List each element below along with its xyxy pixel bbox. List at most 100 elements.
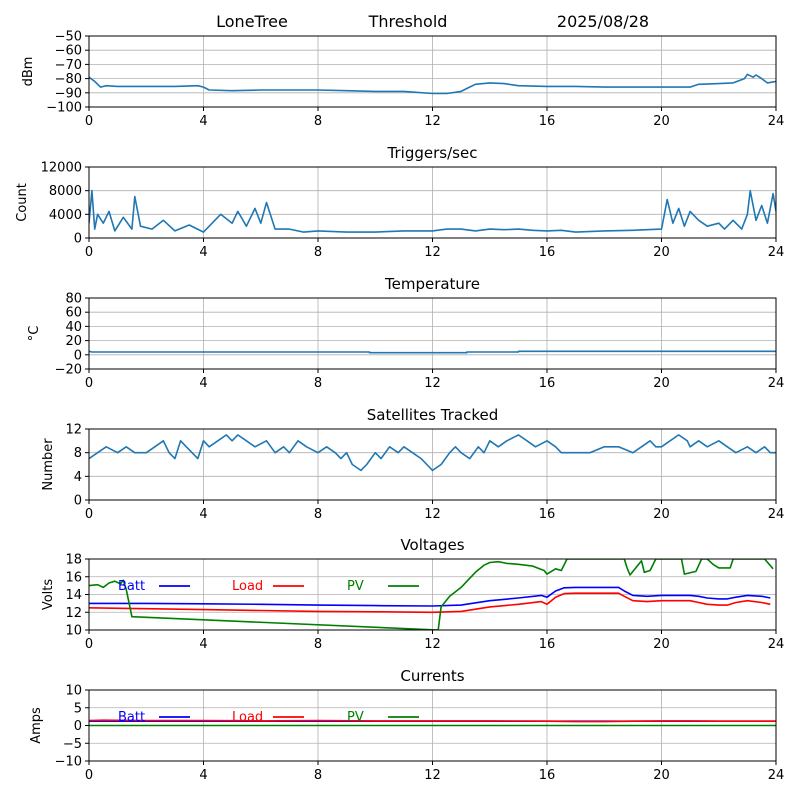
x-tick-label: 0 <box>85 768 93 783</box>
x-tick-label: 20 <box>653 637 670 652</box>
y-axis-label: Amps <box>29 707 44 744</box>
series-group <box>89 350 776 354</box>
x-tick-label: 8 <box>314 507 322 522</box>
series-load-line <box>89 592 771 614</box>
y-tick-label: 14 <box>65 588 82 603</box>
header-mode: Threshold <box>368 12 448 31</box>
x-tick-label: 20 <box>653 245 670 260</box>
series-line <box>89 189 776 233</box>
x-tick-label: 20 <box>653 114 670 129</box>
x-tick-label: 12 <box>424 376 441 391</box>
panel-title: Satellites Tracked <box>367 406 498 424</box>
x-tick-label: 12 <box>424 507 441 522</box>
series-group <box>89 73 776 95</box>
y-tick-label: 40 <box>65 320 82 335</box>
x-tick-label: 20 <box>653 376 670 391</box>
y-tick-label: −90 <box>55 86 82 101</box>
x-tick-label: 20 <box>653 507 670 522</box>
x-tick-label: 12 <box>424 245 441 260</box>
x-tick-label: 24 <box>768 376 785 391</box>
y-axis-label: Volts <box>41 579 56 611</box>
y-axis-label: °C <box>27 326 42 342</box>
y-tick-label: 0 <box>74 494 82 509</box>
x-tick-label: 8 <box>314 376 322 391</box>
y-tick-label: 12 <box>65 423 82 438</box>
series-group <box>89 189 776 233</box>
x-tick-label: 0 <box>85 245 93 260</box>
legend-pv-label: PV <box>347 710 364 725</box>
y-tick-label: 4 <box>74 470 82 485</box>
x-tick-label: 24 <box>768 245 785 260</box>
x-tick-label: 16 <box>539 376 556 391</box>
x-tick-label: 16 <box>539 637 556 652</box>
y-tick-label: −70 <box>55 58 82 73</box>
x-tick-label: 8 <box>314 768 322 783</box>
x-tick-label: 4 <box>199 376 207 391</box>
x-tick-label: 16 <box>539 245 556 260</box>
y-axis-label: Count <box>15 183 30 222</box>
header: LoneTree Threshold 2025/08/28 <box>216 12 649 31</box>
y-tick-label: 8 <box>74 446 82 461</box>
x-tick-label: 4 <box>199 507 207 522</box>
header-station: LoneTree <box>216 12 288 31</box>
panel-4: 0 4 8 12 16 20 24 0 4 8 12 Number Satellites Tracked <box>41 406 784 522</box>
x-tick-label: 24 <box>768 507 785 522</box>
y-tick-label: 20 <box>65 334 82 349</box>
y-tick-label: −50 <box>55 30 82 45</box>
x-tick-label: 24 <box>768 637 785 652</box>
panel-title: Temperature <box>384 275 480 293</box>
panel-2: 0 4 8 12 16 20 24 0 4000 8000 12000 Count Triggers/s… <box>15 144 784 260</box>
panel-title: Voltages <box>400 536 464 554</box>
legend-batt-label: Batt <box>118 710 145 725</box>
y-tick-label: −80 <box>55 72 82 87</box>
y-tick-label: 80 <box>65 292 82 307</box>
legend-pv-label: PV <box>347 579 364 594</box>
y-tick-label: −100 <box>46 101 82 116</box>
y-tick-label: 12000 <box>41 161 82 176</box>
x-tick-label: 16 <box>539 114 556 129</box>
series-group <box>89 719 776 727</box>
x-tick-label: 4 <box>199 245 207 260</box>
x-tick-label: 4 <box>199 637 207 652</box>
y-tick-label: −10 <box>55 755 82 770</box>
x-tick-label: 8 <box>314 245 322 260</box>
y-tick-label: 10 <box>65 624 82 639</box>
x-tick-label: 20 <box>653 768 670 783</box>
panel-title: Currents <box>400 667 464 685</box>
series-batt-line <box>89 586 771 607</box>
series-line <box>89 434 776 472</box>
panel-6: 0 4 8 12 16 20 24 −10 −5 0 5 10 Amps Currents Batt Load… <box>29 667 784 783</box>
x-tick-label: 12 <box>424 114 441 129</box>
y-tick-label: 0 <box>74 719 82 734</box>
y-tick-label: −60 <box>55 44 82 59</box>
series-group <box>89 434 776 472</box>
series-line <box>89 73 776 95</box>
series-group <box>89 559 774 630</box>
x-tick-label: 0 <box>85 637 93 652</box>
x-tick-label: 12 <box>424 768 441 783</box>
series-pv-line <box>89 559 774 630</box>
y-tick-label: 16 <box>65 570 82 585</box>
y-tick-label: 8000 <box>49 184 82 199</box>
y-tick-label: 60 <box>65 306 82 321</box>
y-tick-label: −5 <box>63 737 82 752</box>
legend-load-label: Load <box>232 710 263 725</box>
y-tick-label: −20 <box>55 363 82 378</box>
y-tick-label: 5 <box>74 701 82 716</box>
x-tick-label: 8 <box>314 637 322 652</box>
y-axis-label: Number <box>41 438 56 491</box>
x-tick-label: 0 <box>85 114 93 129</box>
x-tick-label: 0 <box>85 376 93 391</box>
x-tick-label: 0 <box>85 507 93 522</box>
series-load-line <box>89 719 776 723</box>
header-date: 2025/08/28 <box>557 12 649 31</box>
legend-batt-label: Batt <box>118 579 145 594</box>
x-tick-label: 4 <box>199 768 207 783</box>
y-tick-label: 18 <box>65 553 82 568</box>
y-tick-label: 4000 <box>49 208 82 223</box>
panel-5: 0 4 8 12 16 20 24 10 12 14 16 18 Volts Voltages Batt Lo… <box>41 536 784 652</box>
x-tick-label: 24 <box>768 114 785 129</box>
x-tick-label: 16 <box>539 507 556 522</box>
